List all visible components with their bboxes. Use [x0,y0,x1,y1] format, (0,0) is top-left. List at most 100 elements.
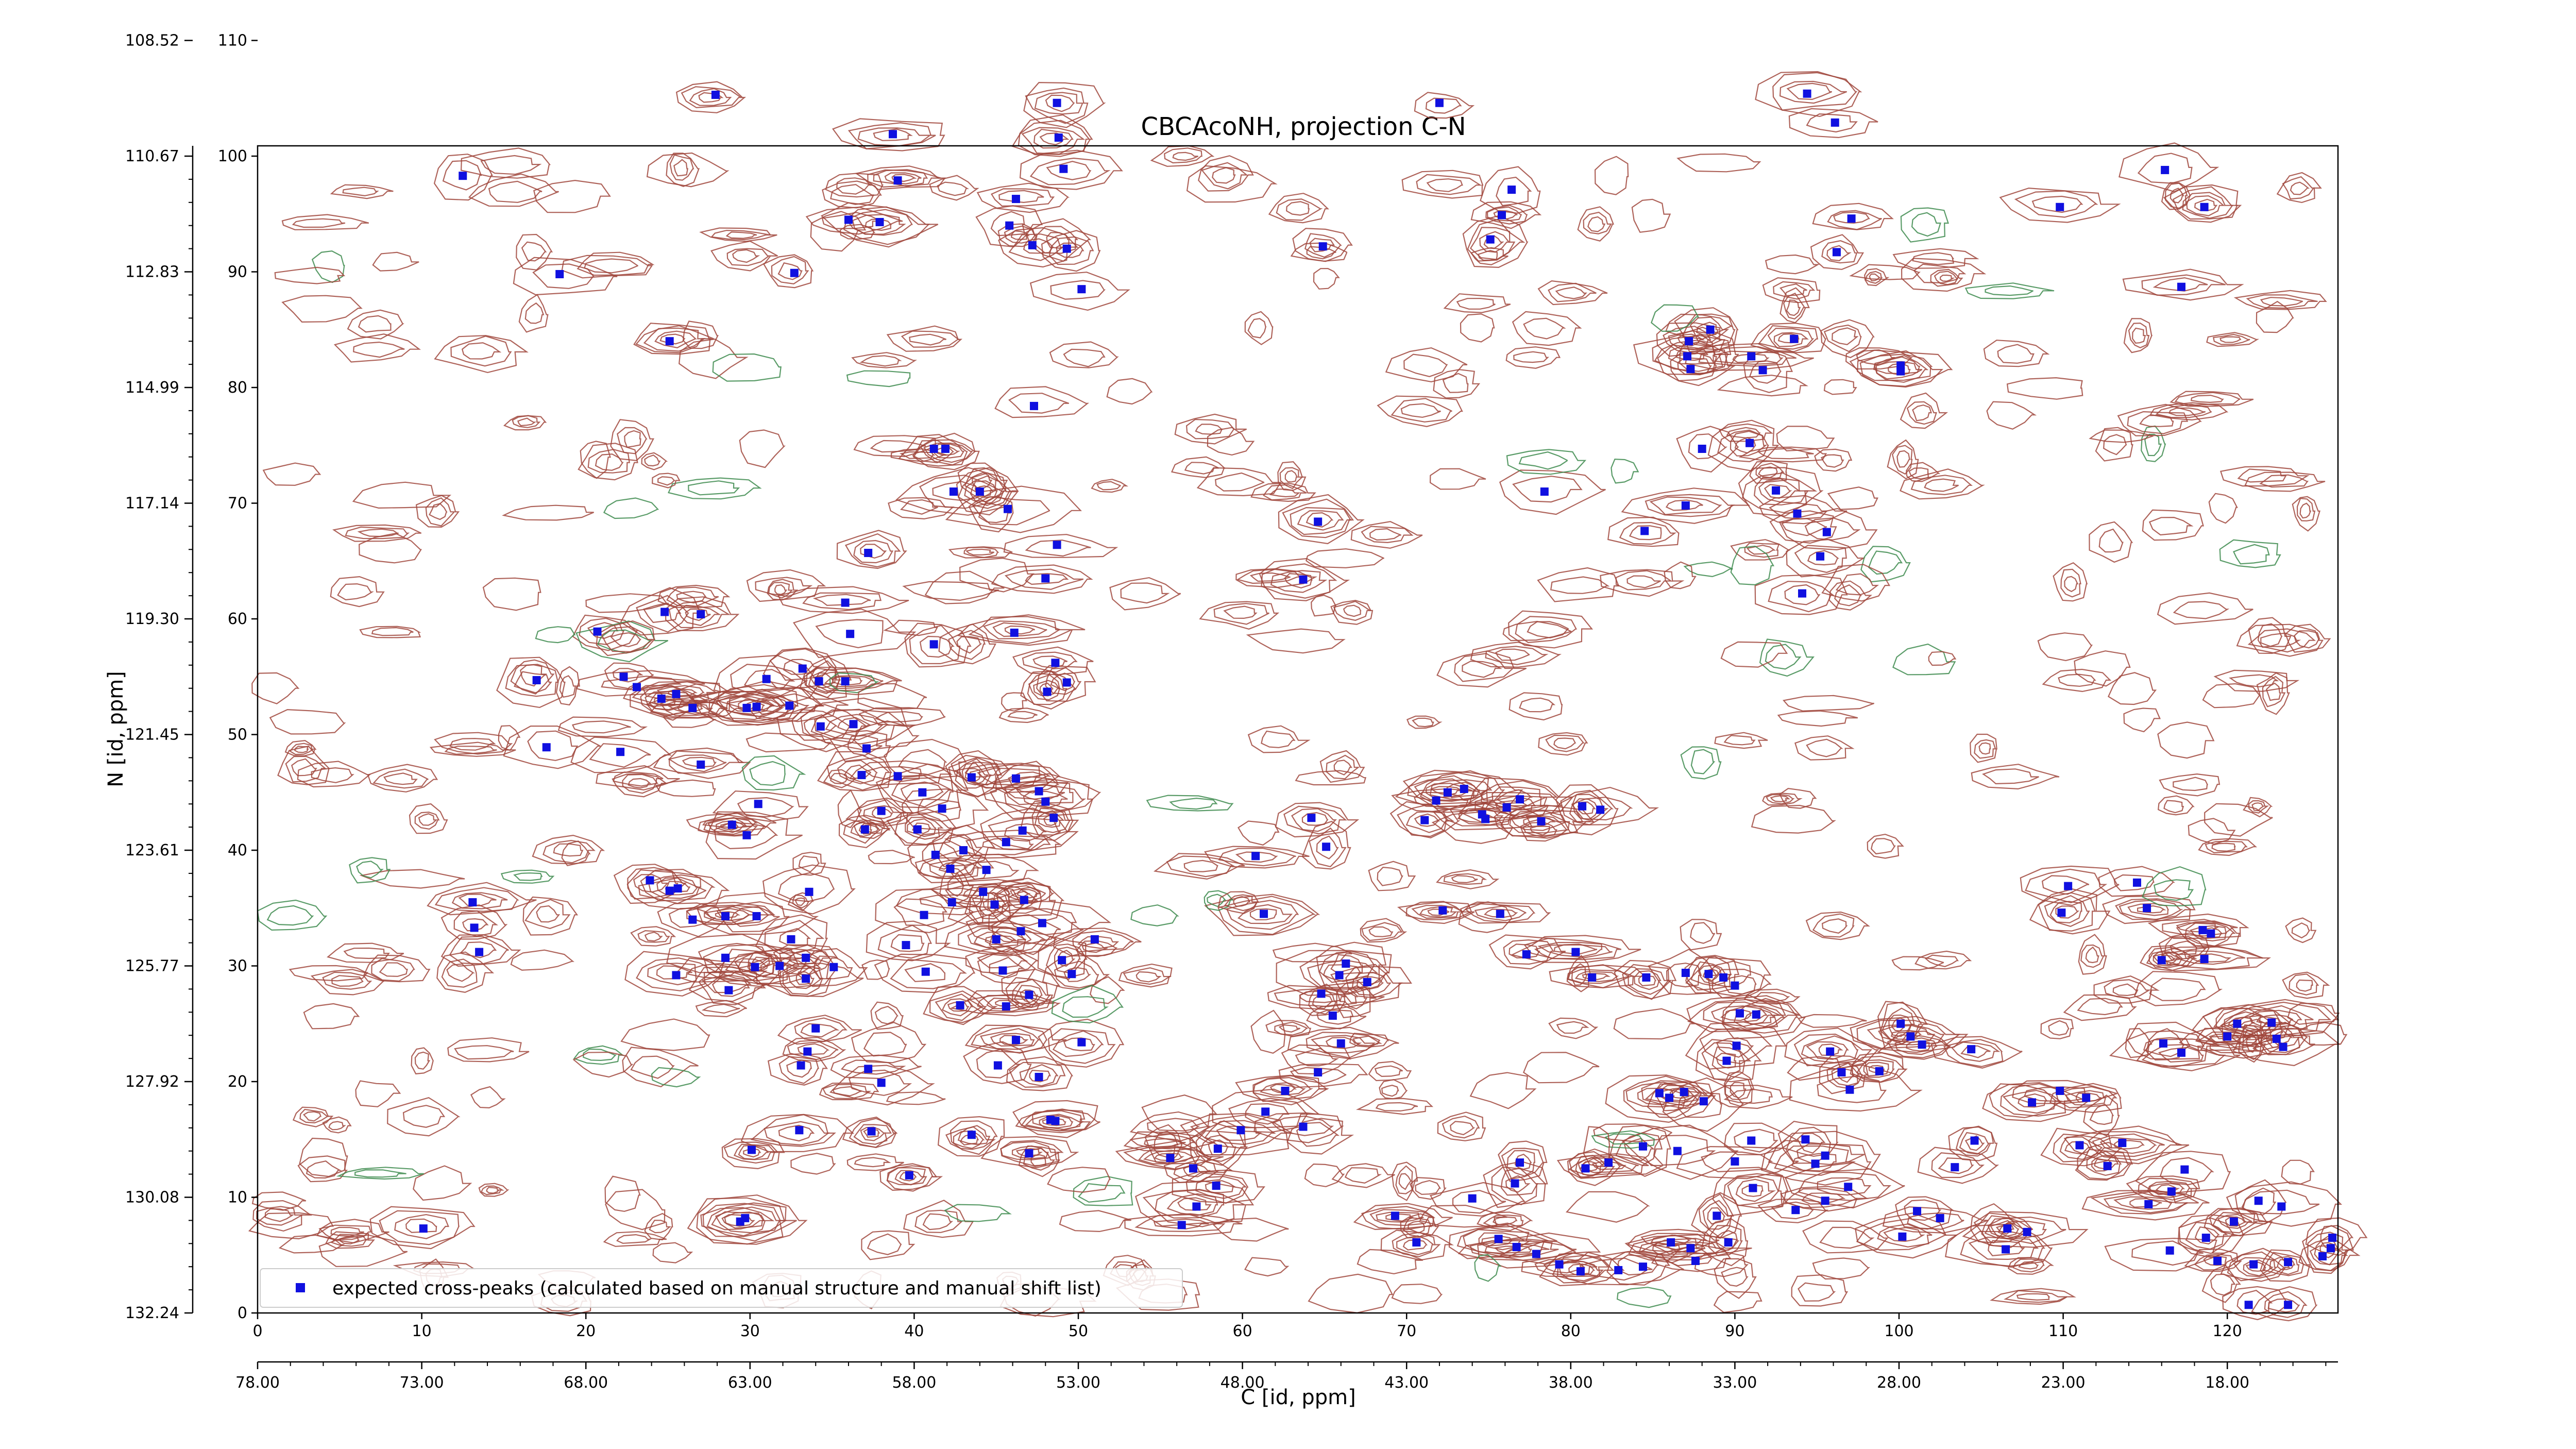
contour-line [429,742,516,757]
contour-line [1805,911,1870,940]
contour-line [451,892,508,909]
contour-line [994,386,1090,418]
contour-line [2168,407,2206,416]
contour-line [1631,198,1671,233]
contour-line [2219,336,2242,343]
cross-peak-marker [697,760,705,769]
contour-line [656,877,699,896]
contour-line [1141,1094,1218,1132]
cross-peak-marker [1314,1068,1323,1077]
contour-line [601,676,682,691]
cross-peak-marker [1640,527,1649,535]
chart-title: CBCAcoNH, projection C-N [1141,112,1466,141]
contour-line [1984,1218,2026,1240]
contour-line [2307,1232,2349,1271]
contour-line [2248,800,2269,814]
cross-peak-marker [815,677,823,686]
contour-line [1499,469,1606,515]
contour-line [1004,784,1087,814]
cross-peak-marker [1811,1159,1820,1168]
contour-line [1344,1167,1382,1184]
contour-line [959,558,1035,593]
contour-line [1349,1033,1389,1048]
contour-line [1301,820,1351,870]
contour-line [1463,1228,1532,1254]
contour-line [1185,418,1235,440]
contour-line [1282,498,1354,538]
contour-line [1310,1035,1376,1054]
contour-line [1730,1082,1747,1099]
contour-line [867,1233,902,1255]
cross-peak-marker [1314,517,1323,526]
contour-line [873,169,928,187]
cross-peak-marker [893,176,902,185]
cross-peak-marker [931,850,940,859]
cross-peak-marker [1793,509,1802,518]
contour-line [1794,545,1847,573]
contour-line [2134,971,2223,1006]
contour-line [788,965,823,989]
contour-line [2190,925,2227,942]
contour-line [603,497,659,519]
y-index-tick-label: 40 [228,841,247,860]
contour-line [595,453,624,471]
contour-line [1723,1071,1755,1107]
contour-line [256,1206,304,1226]
x-index-tick-label: 70 [1397,1322,1416,1340]
contour-line [1355,1098,1434,1115]
contour-line [609,632,641,647]
contour-line [2127,903,2170,916]
contour-line [1073,1175,1133,1206]
contour-line [740,1114,855,1153]
contour-line [575,620,669,663]
contour-line [957,462,1008,503]
contour-line [2031,195,2083,213]
cross-peak-marker [1847,214,1856,223]
contour-line [943,920,1057,957]
contour-line [573,1045,624,1065]
contour-line [1591,1161,1626,1170]
cross-peak-marker [1046,1116,1055,1124]
cross-peak-marker [1054,133,1063,142]
contour-line [1123,967,1172,985]
contour-line [2159,1157,2214,1186]
contour-line [604,1175,641,1212]
contour-line [823,769,857,788]
cross-peak-marker [688,915,697,924]
contour-line [1091,479,1129,493]
contour-line [741,755,806,791]
contour-line [1757,325,1819,352]
cross-peak-marker [1041,574,1050,583]
contour-line [1882,1206,1989,1234]
cross-peak-marker [1516,1158,1524,1167]
contour-line [1519,697,1556,713]
contour-line [1204,846,1310,869]
cross-peak-marker [1318,242,1327,251]
cross-peak-marker [475,948,484,956]
contour-line [524,899,571,929]
contour-line [2221,1015,2283,1052]
contour-line [1827,486,1878,510]
contour-line [857,683,927,710]
cross-peak-marker [1077,285,1086,294]
contour-line [1766,794,1795,804]
contour-line [1415,1180,1442,1195]
contour-line [1195,424,1223,435]
cross-peak-marker [1532,1250,1540,1258]
contour-line [826,754,891,791]
contour-line [1928,651,1957,666]
contour-line [1707,1207,1726,1225]
contour-line [1433,369,1481,399]
contour-line [1042,1118,1066,1126]
contour-line [1823,379,1857,395]
contour-line [2141,1043,2226,1068]
contour-line [299,1137,348,1177]
contour-line [1360,918,1408,943]
contour-line [1896,450,1910,468]
cross-peak-marker [1049,814,1058,822]
contour-line [442,160,482,191]
contour-line [2188,818,2236,845]
cross-peak-marker [1951,1163,1959,1172]
contour-line [809,667,899,692]
x-index-tick-label: 0 [252,1322,262,1340]
